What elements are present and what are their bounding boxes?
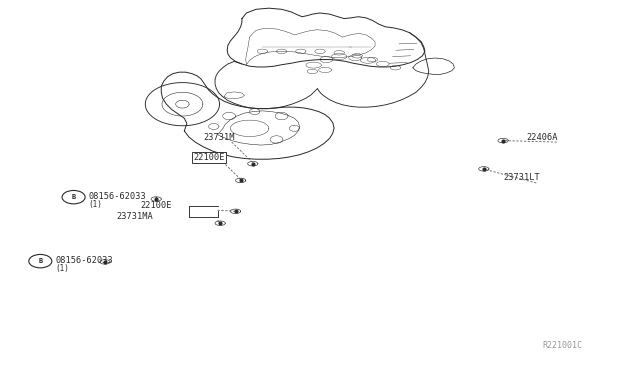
Text: 22406A: 22406A xyxy=(526,133,557,142)
Text: B: B xyxy=(72,194,76,200)
Text: R221001C: R221001C xyxy=(543,341,583,350)
Text: 23731LT: 23731LT xyxy=(503,173,540,182)
Text: B: B xyxy=(38,258,42,264)
Text: 23731MA: 23731MA xyxy=(117,212,154,221)
Text: 22100E: 22100E xyxy=(140,201,172,210)
Text: 22100E: 22100E xyxy=(193,153,225,162)
Text: (1): (1) xyxy=(55,264,69,273)
Text: 23731M: 23731M xyxy=(204,133,235,142)
Text: 08156-62033: 08156-62033 xyxy=(55,256,113,265)
Text: 08156-62033: 08156-62033 xyxy=(88,192,146,201)
Text: (1): (1) xyxy=(88,201,102,209)
